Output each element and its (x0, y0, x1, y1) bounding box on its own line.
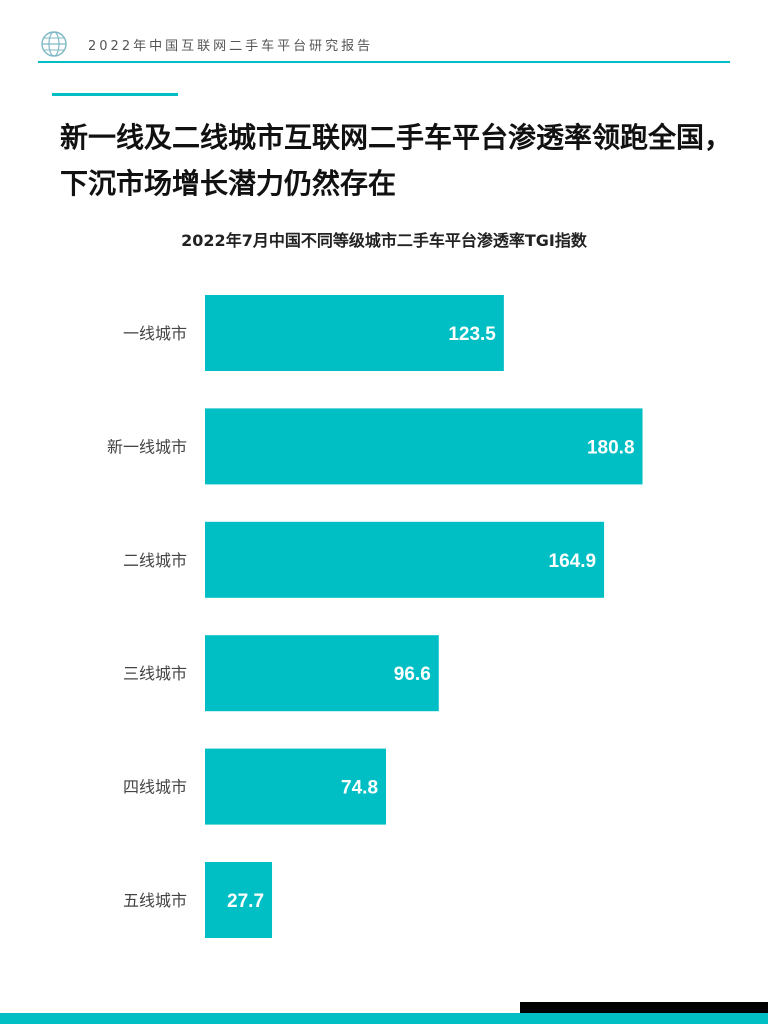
footer-black-bar (520, 1002, 768, 1013)
category-label-1: 新一线城市 (107, 437, 187, 456)
bar-1 (205, 408, 643, 485)
footer-teal-bar (0, 1013, 768, 1024)
bar-2 (205, 521, 605, 598)
report-title: 2022年中国互联网二手车平台研究报告 (88, 39, 374, 54)
report-header: 2022年中国互联网二手车平台研究报告 (38, 28, 730, 64)
bar-chart: 一线城市 123.5 新一线城市 180.8 二线城市 164.9 三线城市 96.6 四线城市… (107, 295, 643, 938)
bar-5 (205, 862, 273, 938)
title-accent-bar (52, 93, 178, 96)
chart-title: 2022年7月中国不同等级城市二手车平台渗透率TGI指数 (181, 231, 587, 250)
category-label-3: 三线城市 (123, 664, 187, 683)
value-label-3: 96.6 (394, 664, 431, 685)
value-label-0: 123.5 (448, 324, 496, 345)
value-label-2: 164.9 (549, 551, 597, 572)
page-headline: 新一线及二线城市互联网二手车平台渗透率领跑全国， 下沉市场增长潜力仍然存在 (60, 115, 740, 207)
category-label-0: 一线城市 (123, 324, 187, 343)
category-label-5: 五线城市 (123, 891, 187, 910)
headline-line-2: 下沉市场增长潜力仍然存在 (60, 167, 397, 200)
category-label-4: 四线城市 (123, 778, 187, 797)
header-divider (38, 61, 730, 63)
bar-3 (205, 635, 439, 712)
globe-logo-icon (41, 31, 67, 57)
value-label-1: 180.8 (587, 437, 635, 458)
bar-4 (205, 748, 387, 825)
value-label-4: 74.8 (341, 778, 378, 799)
value-label-5: 27.7 (227, 891, 264, 912)
bar-0 (205, 295, 504, 371)
headline-line-1: 新一线及二线城市互联网二手车平台渗透率领跑全国， (60, 121, 733, 154)
category-label-2: 二线城市 (123, 551, 187, 570)
